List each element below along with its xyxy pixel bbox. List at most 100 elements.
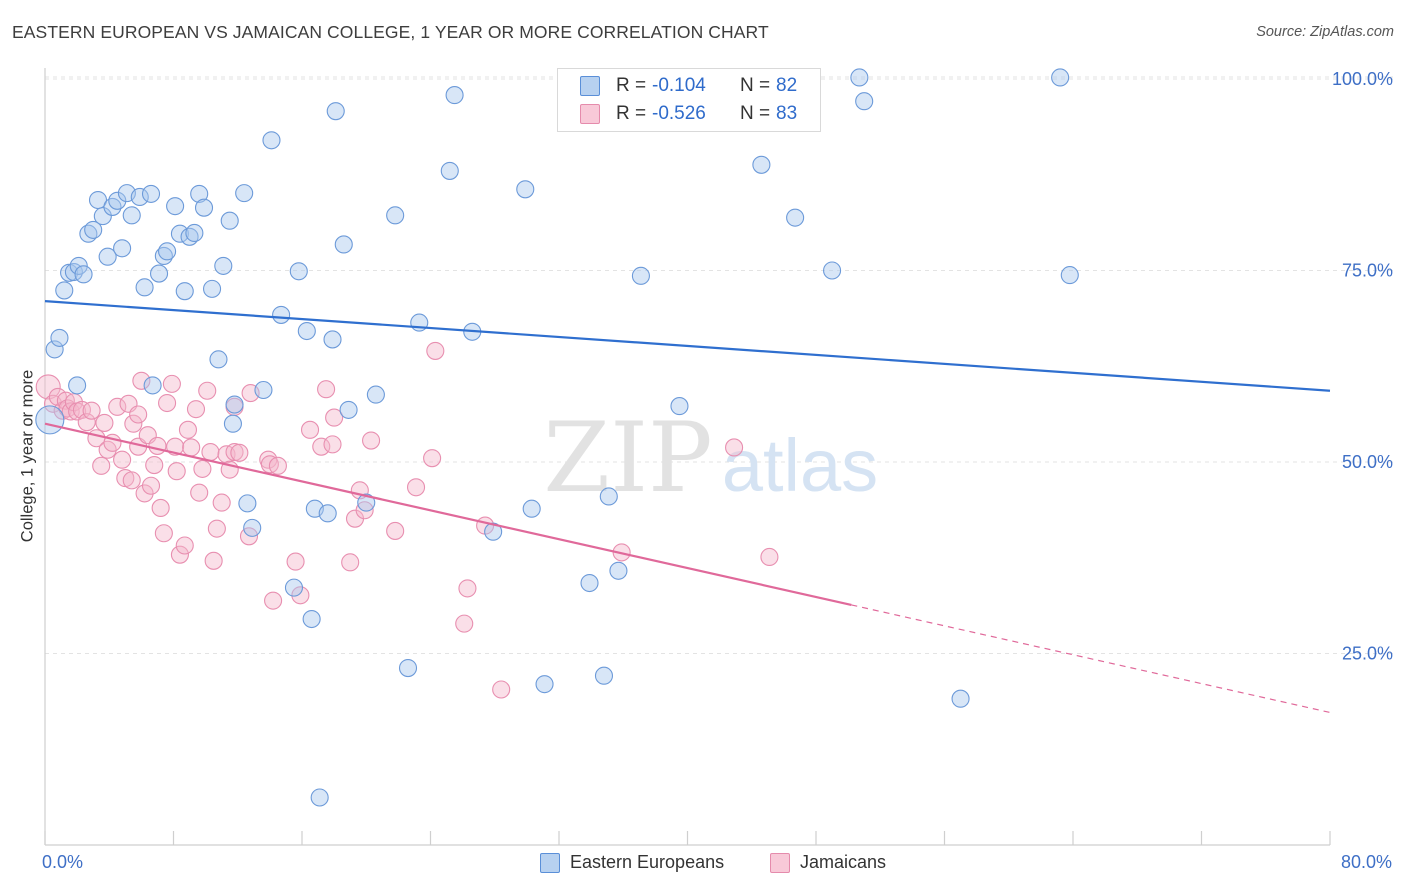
data-point-eastern-european [50, 328, 69, 347]
watermark-atlas: atlas [722, 424, 878, 507]
legend-row-pink: R = -0.526 N = 83 [580, 101, 797, 127]
data-point-jamaican [77, 413, 96, 432]
data-point-eastern-european [951, 689, 970, 708]
data-point-eastern-european [149, 264, 169, 283]
data-point-eastern-european [235, 184, 254, 203]
axes [44, 68, 1331, 846]
y-tick-label: 100.0% [1332, 69, 1393, 89]
trend-lines [44, 300, 1331, 714]
legend-item-jamaicans[interactable]: Jamaicans [770, 852, 886, 873]
y-axis-label: College, 1 year or more [18, 369, 37, 543]
data-point-eastern-european [670, 397, 689, 416]
data-point-eastern-european [203, 279, 222, 298]
data-point-jamaican [426, 341, 445, 360]
data-point-jamaican [92, 456, 111, 475]
data-point-jamaican [82, 401, 101, 420]
data-point-eastern-european [398, 659, 418, 678]
data-point-eastern-european [323, 330, 342, 349]
legend-r-label: R = [616, 103, 647, 124]
data-point-eastern-european [535, 675, 554, 694]
data-point-eastern-european [60, 263, 79, 282]
data-point-eastern-european [310, 788, 329, 807]
data-point-eastern-european [594, 666, 614, 685]
data-point-jamaican [170, 545, 189, 564]
data-point-eastern-european [334, 235, 353, 254]
legend-swatch-pink [770, 852, 790, 873]
data-point-eastern-european [135, 278, 154, 297]
data-point-eastern-european [1060, 266, 1079, 285]
data-point-eastern-european [254, 380, 273, 400]
legend-r-value: -0.104 [652, 75, 706, 96]
data-point-jamaican [108, 397, 127, 416]
data-point-eastern-european [214, 256, 233, 275]
data-point-jamaican [760, 547, 779, 567]
y-tick-label: 75.0% [1342, 261, 1393, 281]
legend-swatch-blue [540, 852, 560, 873]
data-point-jamaican [362, 431, 381, 450]
data-point-eastern-european [357, 493, 376, 512]
data-point-jamaican [198, 381, 217, 400]
data-point-eastern-european [386, 206, 405, 225]
data-point-eastern-european [318, 504, 337, 523]
data-point-eastern-european [143, 376, 162, 395]
data-point-jamaican [186, 400, 206, 419]
data-point-eastern-european [35, 405, 65, 435]
chart-title: EASTERN EUROPEAN VS JAMAICAN COLLEGE, 1 … [12, 22, 769, 42]
data-point-jamaican [458, 579, 477, 598]
data-point-jamaican [207, 519, 226, 538]
data-point-eastern-european [74, 265, 93, 284]
data-point-eastern-european [1051, 68, 1070, 87]
data-point-jamaican [135, 484, 154, 503]
y-tick-labels: 25.0% 50.0% 75.0% 100.0% [1332, 69, 1393, 664]
source-label: Source: ZipAtlas.com [1256, 24, 1394, 40]
data-point-jamaican [141, 476, 161, 495]
data-point-jamaican [300, 420, 320, 439]
data-point-jamaican [423, 449, 442, 468]
data-point-eastern-european [175, 282, 194, 301]
data-point-eastern-european [599, 487, 618, 506]
data-point-jamaican [132, 371, 151, 390]
data-point-eastern-european [580, 573, 599, 593]
data-point-eastern-european [141, 184, 161, 203]
data-point-jamaican [122, 471, 141, 490]
data-point-eastern-european [158, 242, 177, 261]
trend-line-jamaicans-extension [851, 604, 1331, 714]
data-point-eastern-european [484, 522, 503, 541]
legend-label-eastern-europeans: Eastern Europeans [570, 852, 725, 872]
data-point-jamaican [162, 374, 181, 393]
data-point-jamaican [148, 436, 167, 455]
data-point-eastern-european [855, 92, 874, 111]
correlation-legend: R = -0.104 N = 82 R = -0.526 N = 83 [557, 68, 821, 132]
data-point-jamaican [129, 405, 148, 424]
data-point-eastern-european [103, 197, 122, 216]
series-jamaicans [35, 341, 779, 699]
data-point-eastern-european [130, 187, 149, 207]
data-point-jamaican [286, 552, 305, 571]
data-point-eastern-european [297, 321, 316, 341]
data-point-jamaican [95, 413, 114, 432]
data-point-eastern-european [68, 376, 87, 395]
data-point-jamaican [725, 438, 744, 457]
data-point-eastern-european [220, 211, 239, 230]
trend-line-jamaicans [44, 422, 852, 606]
data-point-eastern-european [84, 220, 103, 239]
data-point-jamaican [268, 456, 287, 475]
legend-n-label: N = [740, 103, 771, 124]
data-point-jamaican [341, 553, 360, 572]
y-tick-label: 50.0% [1342, 452, 1393, 472]
data-point-eastern-european [190, 184, 209, 203]
y-tick-label: 25.0% [1342, 644, 1393, 664]
data-point-eastern-european [108, 191, 127, 210]
data-point-jamaican [325, 408, 344, 427]
legend-item-eastern-europeans[interactable]: Eastern Europeans [540, 852, 724, 873]
data-point-eastern-european [170, 224, 189, 243]
data-point-eastern-european [262, 131, 281, 150]
data-point-eastern-european [238, 494, 257, 513]
data-point-eastern-european [786, 208, 805, 227]
series-legend: Eastern Europeans Jamaicans [0, 852, 1406, 878]
data-point-eastern-european [272, 305, 291, 324]
data-point-jamaican [291, 586, 310, 605]
legend-label-jamaicans: Jamaicans [800, 852, 887, 872]
legend-swatch-pink [580, 104, 600, 124]
